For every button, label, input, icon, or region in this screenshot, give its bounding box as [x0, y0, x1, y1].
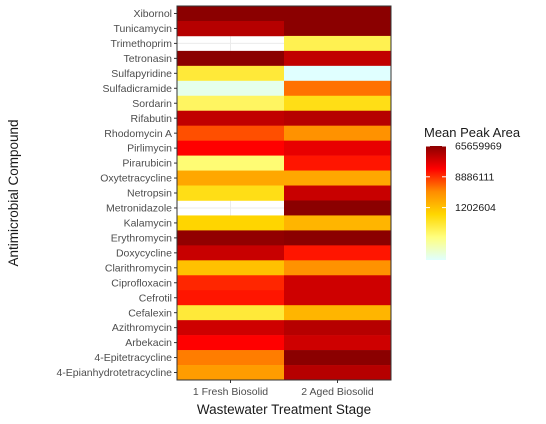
heatmap-cell	[177, 320, 285, 336]
heatmap-cell	[177, 230, 285, 246]
y-tick-label: Netropsin	[127, 188, 172, 200]
heatmap-cell	[284, 230, 392, 246]
y-tick-label: Ciprofloxacin	[111, 277, 172, 289]
heatmap-cell	[284, 6, 392, 22]
heatmap-cell	[177, 275, 285, 291]
legend-colorbar	[426, 146, 446, 260]
heatmap-cell	[177, 65, 285, 82]
heatmap-cell	[284, 155, 392, 171]
heatmap-cell	[284, 260, 392, 276]
color-legend: Mean Peak Area 65659969 8886111 1202604	[424, 125, 521, 260]
heatmap-cell	[284, 350, 392, 366]
heatmap-cell	[177, 20, 285, 37]
y-tick-label: Sulfadicramide	[103, 83, 173, 95]
y-tick-label: Pirarubicin	[122, 158, 172, 170]
legend-ticks: 65659969 8886111 1202604	[426, 141, 502, 214]
y-tick-label: Doxycycline	[116, 247, 172, 259]
heatmap-cell	[284, 50, 392, 67]
y-tick-label: Clarithromycin	[105, 262, 172, 274]
heatmap-cell	[177, 6, 285, 22]
y-tick-label: Kalamycin	[124, 218, 173, 230]
heatmap-cell	[284, 305, 392, 321]
y-tick-label: Cefalexin	[128, 307, 172, 319]
heatmap-cell	[177, 335, 285, 351]
y-tick-label: Erythromycin	[111, 232, 172, 244]
heatmap-cell	[177, 365, 285, 381]
heatmap-cell	[284, 215, 392, 231]
heatmap-cell	[284, 335, 392, 351]
y-tick-labels: Xibornol Tunicamycin Trimethoprim Tetronasi…	[56, 8, 177, 379]
x-tick-label: 1 Fresh Biosolid	[193, 386, 268, 398]
y-tick-label: Metronidazole	[106, 203, 172, 215]
heatmap-cell	[177, 185, 285, 201]
heatmap-cell	[177, 260, 285, 276]
heatmap-cell	[177, 110, 285, 126]
legend-title: Mean Peak Area	[424, 125, 521, 140]
y-tick-label: Oxytetracycline	[100, 173, 172, 185]
heatmap-cell	[177, 95, 285, 112]
y-tick-label: Tetronasin	[124, 53, 173, 65]
y-tick-label: Trimethoprim	[111, 38, 173, 50]
y-tick-label: Pirlimycin	[127, 143, 172, 155]
y-tick-label: 4-Epianhydrotetracycline	[56, 367, 172, 379]
heatmap-cells	[177, 6, 392, 381]
y-tick-label: Cefrotil	[139, 292, 172, 304]
y-tick-label: Xibornol	[133, 8, 172, 20]
y-tick-label: 4-Epitetracycline	[94, 352, 172, 364]
heatmap-cell	[284, 65, 392, 82]
heatmap-cell	[177, 290, 285, 306]
heatmap-cell	[177, 155, 285, 171]
y-axis-title: Antimicrobial Compound	[6, 119, 21, 266]
heatmap-cell	[177, 245, 285, 261]
y-tick-label: Tunicamycin	[113, 23, 172, 35]
y-tick-label: Rifabutin	[131, 113, 173, 125]
heatmap-cell	[284, 200, 392, 216]
y-tick-label: Rhodomycin A	[104, 128, 172, 140]
heatmap-cell	[284, 20, 392, 37]
heatmap-cell	[284, 170, 392, 186]
legend-label: 1202604	[455, 202, 496, 214]
x-tick-label: 2 Aged Biosolid	[301, 386, 374, 398]
heatmap-cell	[284, 275, 392, 291]
heatmap-cell	[284, 110, 392, 126]
heatmap-cell	[284, 80, 392, 97]
heatmap-cell	[284, 95, 392, 112]
heatmap-cell	[284, 290, 392, 306]
heatmap-cell	[177, 350, 285, 366]
heatmap-cell	[284, 320, 392, 336]
heatmap-cell	[177, 305, 285, 321]
heatmap-cell	[284, 365, 392, 381]
legend-label: 65659969	[455, 141, 502, 153]
heatmap-cell	[177, 215, 285, 231]
heatmap-cell	[177, 80, 285, 97]
legend-label: 8886111	[455, 171, 494, 183]
y-tick-label: Arbekacin	[125, 337, 172, 349]
y-tick-label: Azithromycin	[112, 322, 172, 334]
heatmap-cell	[177, 125, 285, 141]
x-tick-labels: 1 Fresh Biosolid 2 Aged Biosolid	[193, 380, 374, 398]
heatmap-cell	[177, 170, 285, 186]
heatmap-cell	[177, 50, 285, 67]
x-axis-title: Wastewater Treatment Stage	[197, 402, 371, 417]
y-tick-label: Sulfapyridine	[111, 68, 172, 80]
heatmap-cell	[284, 185, 392, 201]
heatmap-cell	[177, 140, 285, 156]
heatmap-cell	[284, 35, 392, 52]
heatmap-cell	[284, 125, 392, 141]
heatmap-cell	[284, 140, 392, 156]
y-tick-label: Sordarin	[132, 98, 172, 110]
heatmap-cell	[284, 245, 392, 261]
